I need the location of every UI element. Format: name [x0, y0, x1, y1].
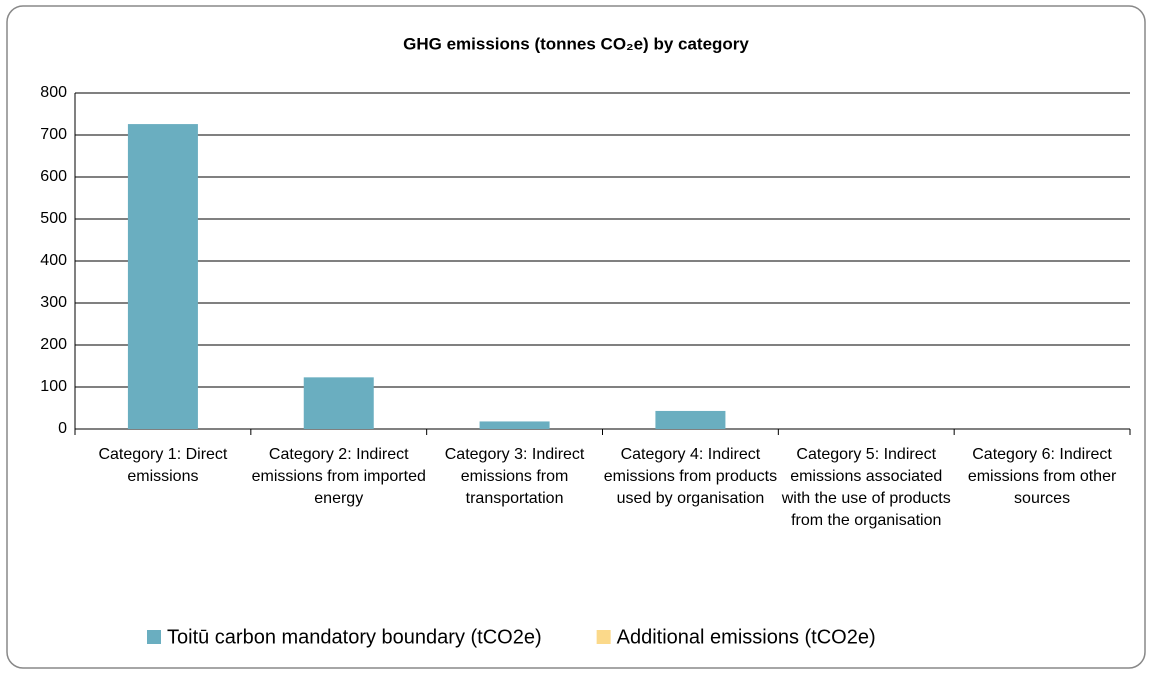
- y-tick-label: 100: [40, 378, 67, 395]
- bar: [655, 410, 726, 429]
- y-tick-label: 400: [40, 252, 67, 269]
- x-tick-label: Category 2: Indirect emissions from impo…: [251, 446, 426, 507]
- legend-swatch: [596, 630, 611, 644]
- legend-label: Toitū carbon mandatory boundary (tCO2e): [167, 626, 542, 648]
- bar: [303, 377, 374, 429]
- chart-title: GHG emissions (tonnes CO₂e) by category: [403, 34, 749, 53]
- y-tick-label: 600: [40, 168, 67, 185]
- y-tick-label: 800: [40, 84, 67, 101]
- y-tick-label: 500: [40, 210, 67, 227]
- x-tick-label: Category 4: Indirect emissions from prod…: [603, 446, 778, 507]
- y-tick-label: 700: [40, 126, 67, 143]
- bar: [479, 421, 550, 429]
- y-tick-label: 0: [58, 420, 67, 437]
- y-tick-label: 200: [40, 336, 67, 353]
- x-tick-label: Category 3: Indirect emissions from tran…: [444, 446, 585, 507]
- y-tick-label: 300: [40, 294, 67, 311]
- x-tick-label: Category 1: Direct emissions: [98, 446, 228, 485]
- bar: [127, 124, 198, 429]
- legend-swatch: [147, 630, 161, 644]
- legend-label: Additional emissions (tCO2e): [617, 626, 876, 648]
- x-tick-label: Category 6: Indirect emissions from othe…: [967, 446, 1117, 507]
- chart-border: [6, 5, 1146, 669]
- x-tick-label: Category 5: Indirect emissions associate…: [781, 446, 951, 529]
